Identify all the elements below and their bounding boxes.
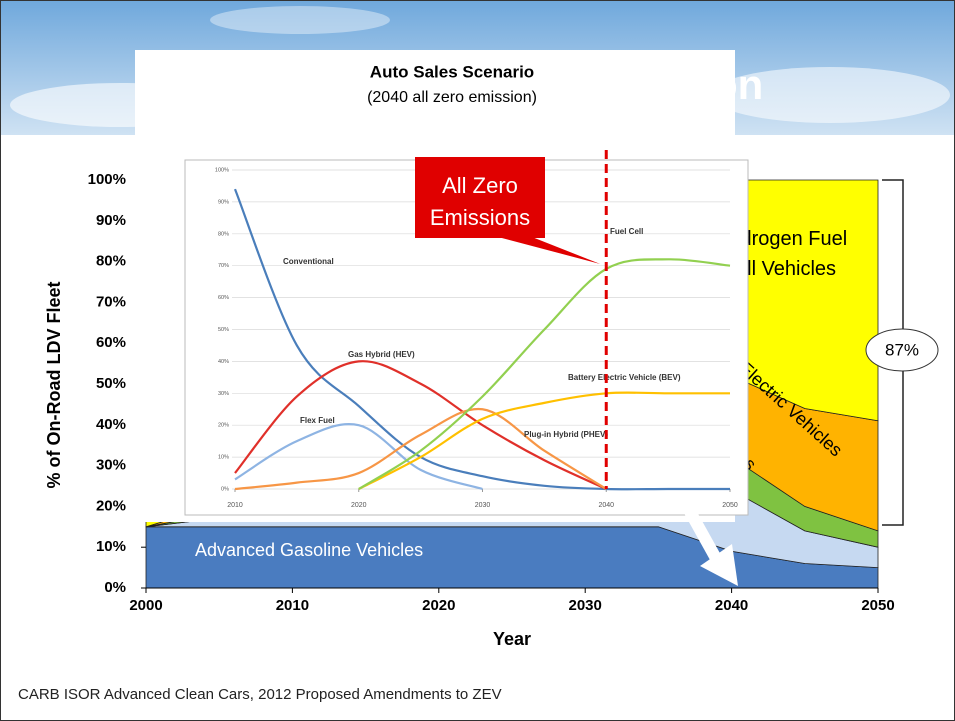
y-tick-label: 90% xyxy=(96,212,126,229)
area-label: Advanced Gasoline Vehicles xyxy=(195,540,423,560)
x-tick-label: 2000 xyxy=(129,597,162,614)
x-tick-label: 2040 xyxy=(715,597,748,614)
x-tick-label: 2010 xyxy=(227,502,243,509)
x-tick-label: 2030 xyxy=(569,597,602,614)
y-tick-label: 20% xyxy=(96,497,126,514)
y-tick-label: 70% xyxy=(96,293,126,310)
chart-subtitle: (2040 all zero emission) xyxy=(367,89,537,106)
y-tick-label: 50% xyxy=(96,375,126,392)
series-label: Fuel Cell xyxy=(610,227,643,236)
x-tick-label: 2020 xyxy=(422,597,455,614)
y-tick-label: 10% xyxy=(218,455,229,461)
x-tick-label: 2020 xyxy=(351,502,367,509)
callout-text: Emissions xyxy=(430,205,530,230)
x-tick-label: 2040 xyxy=(598,502,614,509)
y-tick-label: 50% xyxy=(218,327,229,333)
y-tick-label: 0% xyxy=(104,579,126,596)
x-axis-title: Year xyxy=(493,629,531,649)
y-tick-label: 30% xyxy=(218,391,229,397)
annotation: 87% xyxy=(885,340,919,359)
x-tick-label: 2050 xyxy=(861,597,894,614)
y-tick-label: 40% xyxy=(96,416,126,433)
y-tick-label: 30% xyxy=(96,457,126,474)
series-label: Plug-in Hybrid (PHEV) xyxy=(524,430,608,439)
y-tick-label: 20% xyxy=(218,423,229,429)
y-tick-label: 10% xyxy=(96,538,126,555)
series-label: Flex Fuel xyxy=(300,416,335,425)
x-tick-label: 2050 xyxy=(722,502,738,509)
y-tick-label: 60% xyxy=(218,295,229,301)
series-label: Battery Electric Vehicle (BEV) xyxy=(568,373,681,382)
slide: on Advanced Gasoline VehiclesPlug-in Hyb… xyxy=(0,0,955,721)
y-tick-label: 100% xyxy=(88,171,126,188)
y-tick-label: 80% xyxy=(218,231,229,237)
x-tick-label: 2030 xyxy=(475,502,491,509)
y-axis-title: % of On-Road LDV Fleet xyxy=(44,281,64,488)
y-tick-label: 0% xyxy=(221,486,229,492)
footer: CARB ISOR Advanced Clean Cars, 2012 Prop… xyxy=(18,686,502,703)
y-tick-label: 40% xyxy=(218,359,229,365)
callout-text: All Zero xyxy=(442,173,518,198)
chart-title: Auto Sales Scenario xyxy=(370,62,534,81)
series-label: Conventional xyxy=(283,257,334,266)
series-label: Gas Hybrid (HEV) xyxy=(348,350,415,359)
y-tick-label: 90% xyxy=(218,199,229,205)
y-tick-label: 100% xyxy=(215,167,229,173)
y-tick-label: 70% xyxy=(218,263,229,269)
x-tick-label: 2010 xyxy=(276,597,309,614)
y-tick-label: 60% xyxy=(96,334,126,351)
y-tick-label: 80% xyxy=(96,253,126,270)
cloud xyxy=(210,6,390,34)
